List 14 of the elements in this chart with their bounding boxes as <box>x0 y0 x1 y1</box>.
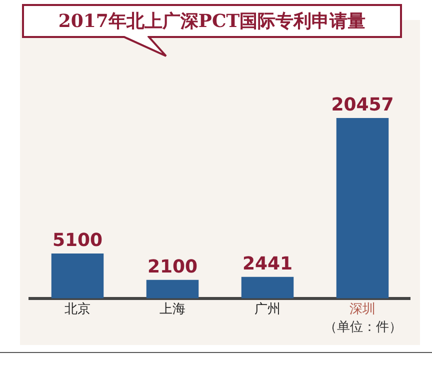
bar <box>146 280 199 298</box>
bar <box>241 276 294 298</box>
chart-title: 2017年北上广深PCT国际专利申请量 <box>22 4 402 38</box>
data-label: 20457 <box>331 94 394 116</box>
x-tick-label: 广州 <box>254 300 280 316</box>
bar <box>51 253 104 298</box>
x-tick-label: 深圳 <box>350 300 376 316</box>
data-label: 2100 <box>147 256 198 278</box>
data-label: 5100 <box>52 230 103 252</box>
bar <box>336 118 389 298</box>
data-label: 2441 <box>242 254 293 275</box>
x-tick-label: 上海 <box>160 300 186 316</box>
x-tick-label: 北京 <box>64 300 90 316</box>
text: （单位：件） <box>324 319 402 336</box>
